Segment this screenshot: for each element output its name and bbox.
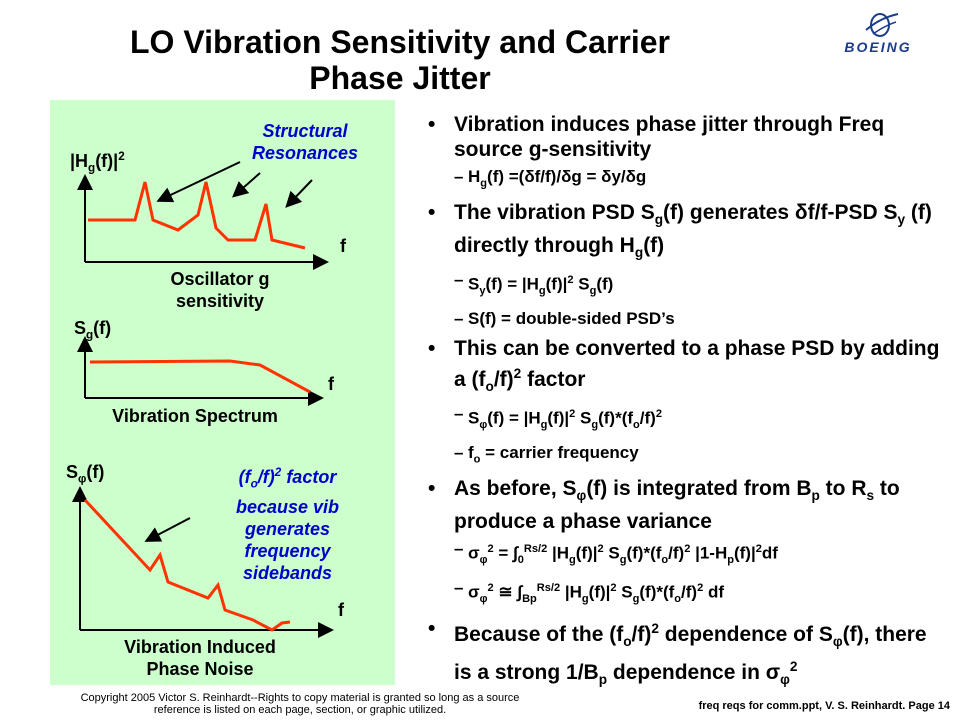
phase-noise-curve [83, 498, 291, 632]
vibration-spectrum-curve [89, 359, 311, 394]
bullet-1-sub-1: Hg(f) =(δf/f)/δg = δy/δg [424, 166, 944, 194]
slide-title: LO Vibration Sensitivity and Carrier Pha… [40, 24, 760, 96]
bullet-2-sub-1: Sy(f) = |Hg(f)|2 Sg(f) [424, 269, 944, 302]
resonance-arrows [156, 161, 313, 208]
chart3-axes [72, 486, 334, 638]
bullet-3-sub-1: Sφ(f) = |Hg(f)|2 Sg(f)*(fo/f)2 [424, 403, 944, 436]
chart1-x-label: f [340, 236, 346, 256]
title-line-2: Phase Jitter [309, 60, 491, 96]
chart3-caption: Vibration Induced Phase Noise [124, 637, 276, 679]
chart2-y-label: Sg(f) [74, 318, 112, 342]
title-line-1: LO Vibration Sensitivity and Carrier [130, 24, 670, 60]
bullet-5: Because of the (fo/f)2 dependence of Sφ(… [424, 616, 944, 692]
bullet-4: As before, Sφ(f) is integrated from Bp t… [424, 476, 944, 533]
structural-resonances-note: Structural Resonances [251, 121, 359, 163]
page-reference: freq reqs for comm.ppt, V. S. Reinhardt.… [698, 700, 950, 712]
copyright-notice: Copyright 2005 Victor S. Reinhardt--Righ… [80, 692, 520, 716]
bullet-list: Vibration induces phase jitter through F… [424, 112, 944, 696]
bullet-2: The vibration PSD Sg(f) generates δf/f-P… [424, 200, 944, 264]
chart2-caption: Vibration Spectrum [112, 406, 278, 426]
bullet-4-sub-2: σφ2 ≅ ∫BpRs/2 |Hg(f)|2 Sg(f)*(fo/f)2 df [424, 577, 944, 610]
chart3-y-label: Sφ(f) [66, 462, 105, 486]
chart2-x-label: f [328, 374, 334, 394]
chart2-axes [77, 336, 324, 406]
g-sensitivity-curve [88, 181, 306, 250]
chart3-x-label: f [338, 600, 344, 620]
chart1-y-label: |Hg(f)|2 [70, 150, 125, 175]
sideband-factor-note: (fo/f)2 factor because vib generates fre… [235, 466, 340, 583]
chart1-caption: Oscillator g sensitivity [170, 269, 270, 311]
bullet-4-sub-1: σφ2 = ∫0Rs/2 |Hg(f)|2 Sg(f)*(fo/f)2 |1-H… [424, 538, 944, 571]
illustration-panel: |Hg(f)|2 f Structural Resonances Oscilla… [50, 100, 395, 685]
bullet-2-sub-2: S(f) = double-sided PSD’s [424, 308, 944, 330]
sideband-arrow [144, 517, 191, 542]
boeing-logo: BOEING [844, 13, 911, 55]
bullet-3-sub-2: fo = carrier frequency [424, 442, 944, 470]
chart1-axes [77, 174, 329, 270]
bullet-1: Vibration induces phase jitter through F… [424, 112, 944, 162]
sketch-canvas [72, 161, 334, 638]
bullet-3: This can be converted to a phase PSD by … [424, 336, 944, 399]
svg-text:BOEING: BOEING [844, 39, 911, 55]
